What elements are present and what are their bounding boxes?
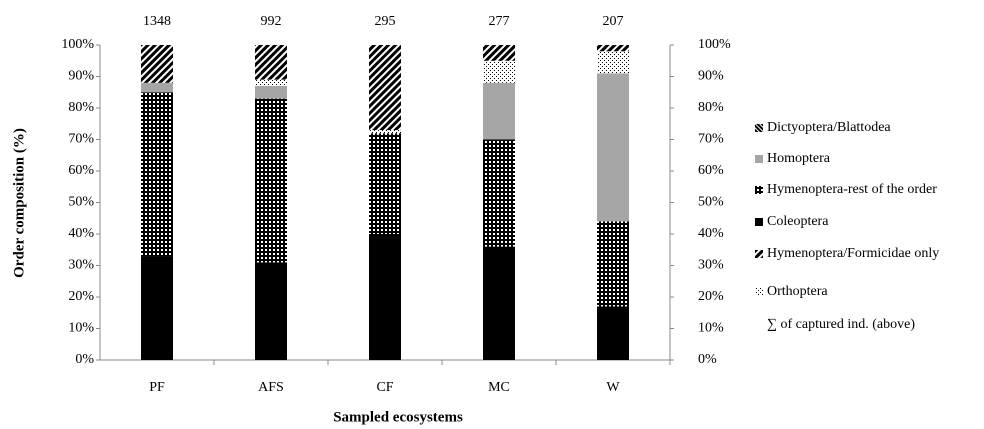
y-tick-label: 100% bbox=[61, 37, 94, 52]
bar-segment bbox=[597, 221, 629, 307]
bar-segment bbox=[255, 85, 287, 99]
y2-tick-label: 100% bbox=[698, 37, 731, 52]
x-axis-title: Sampled ecosystems bbox=[333, 409, 463, 425]
legend-label: ∑ of captured ind. (above) bbox=[767, 317, 915, 332]
bar-segment bbox=[255, 98, 287, 263]
legend-swatch bbox=[755, 186, 763, 194]
y2-tick-label: 50% bbox=[698, 195, 724, 210]
bar-segment bbox=[369, 45, 401, 131]
legend-swatch bbox=[755, 124, 763, 132]
y-tick-label: 20% bbox=[68, 289, 94, 304]
legend-label: Homoptera bbox=[767, 151, 831, 166]
y-tick-label: 50% bbox=[68, 195, 94, 210]
bar-segment bbox=[141, 92, 173, 257]
total-label: 992 bbox=[261, 14, 282, 29]
y-tick-label: 60% bbox=[68, 163, 94, 178]
y2-tick-label: 60% bbox=[698, 163, 724, 178]
y-tick-label: 80% bbox=[68, 100, 94, 115]
y2-tick-label: 10% bbox=[698, 321, 724, 336]
legend-label: Orthoptera bbox=[767, 284, 828, 299]
bar-segment bbox=[483, 45, 515, 61]
y2-tick-label: 20% bbox=[698, 289, 724, 304]
x-tick-label: MC bbox=[488, 380, 510, 395]
y2-tick-label: 30% bbox=[698, 258, 724, 273]
x-tick-label: W bbox=[606, 380, 620, 395]
bar-segment bbox=[369, 234, 401, 360]
bar-segment bbox=[597, 45, 629, 52]
total-label: 207 bbox=[603, 14, 624, 29]
total-label: 295 bbox=[375, 14, 396, 29]
y2-tick-label: 0% bbox=[698, 352, 717, 367]
bar-segment bbox=[255, 262, 287, 360]
bar-segment bbox=[483, 60, 515, 83]
y-tick-label: 70% bbox=[68, 132, 94, 147]
x-tick-label: PF bbox=[149, 380, 165, 395]
bar-segment bbox=[141, 82, 173, 93]
bar-segment bbox=[141, 256, 173, 360]
legend-swatch bbox=[755, 155, 763, 163]
bar-segment bbox=[597, 73, 629, 222]
bar-segment bbox=[369, 133, 401, 234]
y-axis-title: Order composition (%) bbox=[11, 128, 27, 278]
total-label: 1348 bbox=[143, 14, 171, 29]
bar-segment bbox=[255, 79, 287, 86]
bar-segment bbox=[483, 139, 515, 247]
y2-tick-label: 90% bbox=[698, 69, 724, 84]
legend-swatch bbox=[755, 218, 763, 226]
legend-swatch bbox=[755, 250, 763, 258]
bar-segment bbox=[255, 45, 287, 80]
bar-segment bbox=[369, 130, 401, 134]
legend-label: Hymenoptera-rest of the order bbox=[767, 182, 937, 197]
bar-segment bbox=[597, 51, 629, 74]
y-tick-label: 10% bbox=[68, 321, 94, 336]
bar-segment bbox=[597, 306, 629, 360]
legend-label: Hymenoptera/Formicidae only bbox=[767, 246, 939, 261]
legend-label: Dictyoptera/Blattodea bbox=[767, 120, 891, 135]
y2-tick-label: 80% bbox=[698, 100, 724, 115]
bar-segment bbox=[141, 45, 173, 83]
legend-swatch bbox=[755, 288, 763, 296]
y-tick-label: 0% bbox=[75, 352, 94, 367]
x-tick-label: CF bbox=[376, 380, 393, 395]
y-tick-label: 30% bbox=[68, 258, 94, 273]
x-tick-label: AFS bbox=[258, 380, 284, 395]
y-tick-label: 90% bbox=[68, 69, 94, 84]
y2-tick-label: 70% bbox=[698, 132, 724, 147]
y2-tick-label: 40% bbox=[698, 226, 724, 241]
y-tick-label: 40% bbox=[68, 226, 94, 241]
bar-segment bbox=[483, 82, 515, 140]
legend-label: Coleoptera bbox=[767, 214, 829, 229]
bar-segment bbox=[483, 246, 515, 360]
total-label: 277 bbox=[489, 14, 510, 29]
